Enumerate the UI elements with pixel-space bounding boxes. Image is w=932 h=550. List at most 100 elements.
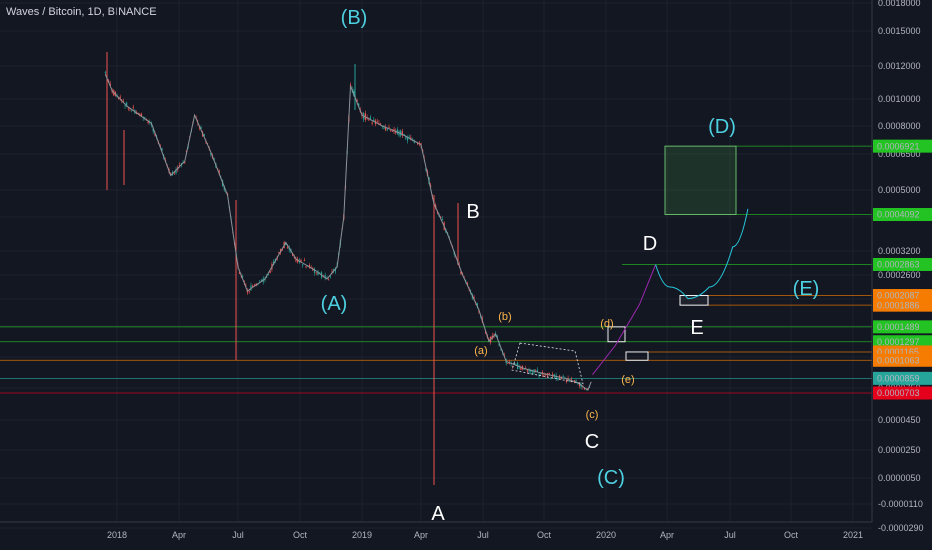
- candle-body: [269, 271, 271, 273]
- x-axis: 2018 Apr Jul Oct 2019 Apr Jul Oct 2020 Apr Jul Oct 2…: [0, 521, 872, 540]
- wave-label-primary: (D): [708, 116, 736, 138]
- candle-body: [567, 377, 569, 379]
- x-tick-label: Jul: [477, 530, 489, 540]
- y-tick-label: 0.0015000: [878, 26, 921, 36]
- candle-body: [170, 173, 172, 175]
- candle-body: [260, 279, 263, 282]
- candle-body: [500, 348, 502, 350]
- candle-body: [300, 259, 302, 262]
- candle-body: [124, 105, 126, 107]
- grid: [0, 0, 872, 529]
- candle-body: [122, 101, 125, 102]
- price-tag: [873, 257, 932, 271]
- price-tag: [873, 335, 932, 349]
- price-tag-label: 0.0006921: [877, 141, 920, 151]
- candle-body: [118, 98, 120, 100]
- price-tag: [873, 371, 932, 385]
- candle-body: [498, 343, 500, 346]
- x-tick-label: Jul: [724, 530, 736, 540]
- x-tick-label: Oct: [537, 530, 552, 540]
- candle-body: [137, 112, 139, 114]
- candle-body: [145, 118, 148, 120]
- candle-body: [560, 378, 563, 380]
- y-tick-label: 0.0002600: [878, 270, 921, 280]
- candle-body: [264, 279, 266, 281]
- wave-label-intermediate: A: [431, 503, 445, 525]
- y-tick-label: 0.0003200: [878, 246, 921, 256]
- candle-body: [440, 217, 442, 218]
- x-tick-label: Apr: [172, 530, 186, 540]
- projection-path-cyan: [655, 208, 749, 300]
- y-tick-label: 0.0012000: [878, 61, 921, 71]
- candle-body: [569, 380, 571, 382]
- falling-wedge: [511, 342, 584, 385]
- candle-body: [281, 249, 283, 251]
- candle-body: [406, 137, 409, 141]
- candle-body: [548, 372, 550, 375]
- price-tag-label: 0.0002863: [877, 260, 920, 270]
- candle-body: [460, 271, 462, 274]
- projection-path: [592, 264, 657, 376]
- candle-body: [393, 129, 395, 132]
- candle-body: [356, 100, 358, 103]
- price-tag: [873, 139, 932, 153]
- candle-body: [266, 276, 268, 278]
- candle-body: [109, 84, 112, 85]
- wave-label-primary: (B): [341, 7, 368, 29]
- candle-body: [329, 276, 331, 277]
- candle-body: [369, 117, 372, 119]
- price-tag: [873, 208, 932, 222]
- horizontal-levels: [0, 145, 872, 394]
- wave-label-primary: (C): [597, 467, 625, 489]
- candle-body: [161, 148, 163, 151]
- candle-body: [144, 117, 146, 118]
- candle-body: [386, 129, 388, 131]
- candle-body: [380, 123, 382, 125]
- candle-body: [242, 276, 244, 278]
- candle-body: [531, 370, 533, 373]
- candle-body: [324, 275, 326, 279]
- wave-label-minor: (c): [586, 409, 599, 421]
- candle-body: [565, 379, 568, 382]
- candle-body: [562, 376, 564, 377]
- wave-label-intermediate: B: [466, 201, 479, 223]
- price-tag-label: 0.0001165: [877, 347, 919, 357]
- candle-body: [333, 269, 335, 271]
- candle-body: [278, 252, 280, 254]
- price-tag-label: 0.0001886: [877, 300, 920, 310]
- candle-body: [308, 265, 311, 268]
- candle-body: [310, 266, 312, 268]
- candle-body: [184, 162, 186, 163]
- candle-body: [390, 129, 392, 131]
- candle-body: [132, 106, 134, 108]
- candle-body: [293, 256, 295, 258]
- candle-body: [403, 134, 405, 135]
- price-tag: [873, 320, 932, 334]
- x-tick-label: 2019: [352, 530, 372, 540]
- candle-body: [218, 170, 220, 174]
- candle-body: [291, 253, 294, 256]
- candle-body: [401, 131, 403, 136]
- price-tag-label: 0.0002087: [877, 291, 920, 301]
- candle-body: [147, 121, 149, 124]
- price-labels: 0.00069210.00040920.00028630.00020870.00…: [873, 139, 932, 400]
- wave-label-intermediate: C: [585, 431, 599, 453]
- wave-label-primary: (A): [321, 293, 348, 315]
- candle-body: [383, 127, 385, 129]
- candle-body: [317, 271, 319, 275]
- wedge-outline: [511, 342, 584, 385]
- candle-body: [538, 374, 540, 377]
- candle-body: [441, 219, 444, 220]
- price-tag-label: 0.0001489: [877, 322, 920, 332]
- x-tick-label: Oct: [293, 530, 308, 540]
- y-tick-label: 0.0018000: [878, 0, 921, 8]
- candle-body: [252, 285, 254, 287]
- candle-body: [175, 169, 177, 174]
- candle-body: [267, 274, 270, 276]
- candle-body: [178, 165, 181, 166]
- y-tick-label: 0.0006500: [878, 149, 921, 159]
- candle-body: [368, 119, 370, 121]
- price-path: [104, 74, 592, 391]
- candle-body: [198, 127, 201, 129]
- wave-label-minor: (b): [498, 311, 511, 323]
